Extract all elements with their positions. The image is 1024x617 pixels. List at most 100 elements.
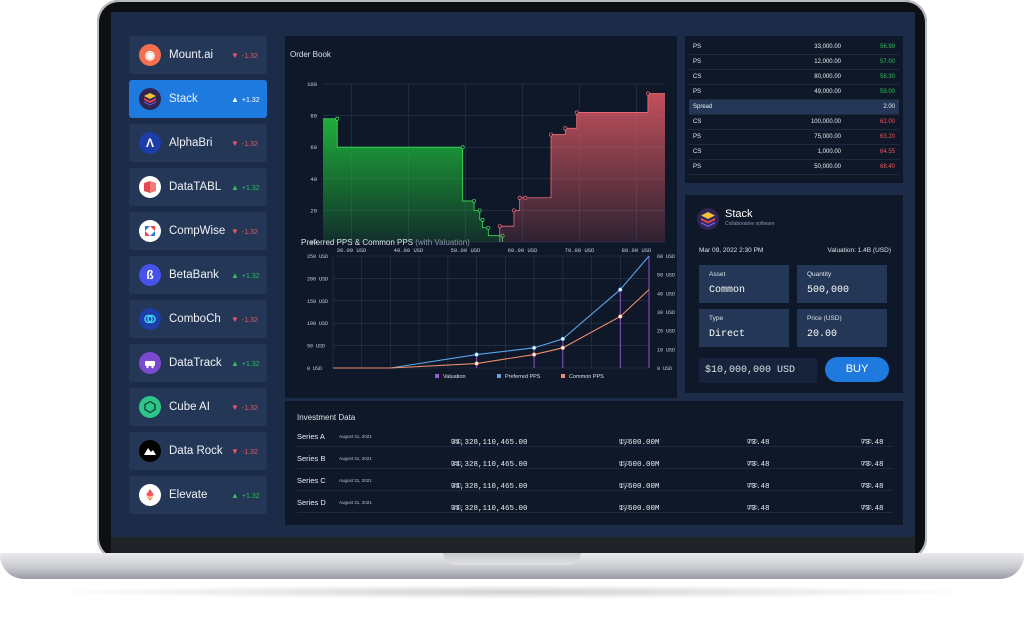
unit-label: USD: [451, 461, 462, 467]
quantity-field[interactable]: Quantity 500,000: [797, 265, 887, 303]
series-date: August 31, 2021: [339, 434, 372, 439]
sidebar-item-datatrack[interactable]: DataTrack ▲ +1.32: [129, 344, 267, 382]
bid-point: [486, 225, 491, 230]
sidebar-item-comboch[interactable]: ComboCh ▼ -1.32: [129, 300, 267, 338]
change-value: +1.32: [241, 492, 260, 500]
pps-value: 73.48: [861, 505, 884, 513]
change-indicator: ▲ +1.32: [231, 95, 260, 104]
order-row[interactable]: CS 100,000.00 62.00: [689, 115, 899, 130]
spread-value: 2.00: [883, 104, 895, 110]
order-row[interactable]: PS 75,000.00 63.20: [689, 130, 899, 145]
alphabri-logo-icon: Λ: [139, 132, 161, 154]
pps-point: [474, 361, 479, 366]
order-amount: 50,000.00: [814, 164, 841, 170]
bid-point: [460, 145, 465, 150]
legend-swatch: [561, 374, 565, 378]
ask-point: [645, 91, 650, 96]
total-value: 31,328,110,465.00: [451, 505, 528, 513]
price-field[interactable]: Price (USD) 20.00: [797, 309, 887, 347]
pps-point: [618, 314, 623, 319]
sidebar-item-betabank[interactable]: ß BetaBank ▲ +1.32: [129, 256, 267, 294]
type-field[interactable]: Type Direct: [699, 309, 789, 347]
field-label: Asset: [709, 271, 726, 278]
elevate-logo-icon: [139, 484, 161, 506]
x-tick-label: 30.00 USD: [337, 247, 367, 252]
unit-label: USD: [747, 439, 758, 445]
order-price: 62.00: [879, 119, 895, 125]
y-left-tick-label: 50 USD: [307, 344, 325, 350]
sidebar-item-label: Mount.ai: [169, 49, 214, 61]
arrow-up-icon: ▲: [231, 358, 239, 368]
order-price: 57.00: [879, 59, 895, 65]
sidebar-item-compwise[interactable]: CompWise ▼ -1.32: [129, 212, 267, 250]
y-left-tick-label: 100 USD: [307, 321, 328, 327]
order-type: PS: [693, 44, 702, 50]
total-amount-field[interactable]: $10,000,000 USD: [699, 358, 817, 383]
bid-point: [335, 116, 340, 121]
order-amount: 33,000.00: [814, 44, 841, 50]
valuation-value: 1,600.00M: [619, 483, 660, 491]
mount-ai-logo-icon: ◉: [139, 44, 161, 66]
field-value: Direct: [709, 329, 746, 340]
sidebar-item-label: Data Rock: [169, 445, 223, 457]
total-value: 31,328,110,465.00: [451, 483, 528, 491]
order-amount: 1,000.00: [817, 149, 841, 155]
order-row[interactable]: PS 50,000.00 68.40: [689, 160, 899, 175]
datatrack-logo-icon: [139, 352, 161, 374]
table-row[interactable]: Series A August 31, 2021 31,328,110,465.…: [297, 425, 893, 447]
change-value: -1.32: [241, 448, 258, 456]
y-right-tick-label: 40 USD: [657, 291, 675, 297]
sidebar-item-elevate[interactable]: Elevate ▲ +1.32: [129, 476, 267, 514]
sidebar-item-datatabl[interactable]: DataTABL ▲ +1.32: [129, 168, 267, 206]
table-row[interactable]: Series C August 31, 2021 31,328,110,465.…: [297, 469, 893, 491]
table-row[interactable]: Series B August 31, 2021 31,328,110,465.…: [297, 447, 893, 469]
order-type: PS: [693, 164, 702, 170]
order-type: PS: [693, 134, 702, 140]
table-row[interactable]: Series D August 31, 2021 31,328,110,465.…: [297, 491, 893, 513]
bid-point: [472, 198, 476, 203]
sidebar-item-alphabri[interactable]: Λ AlphaBri ▼ -1.32: [129, 124, 267, 162]
pps-point: [560, 336, 565, 342]
change-value: -1.32: [241, 52, 258, 60]
series-date: August 31, 2021: [339, 456, 372, 461]
sidebar-item-mount-ai[interactable]: ◉ Mount.ai ▼ -1.32: [129, 36, 267, 74]
order-price: 59.00: [879, 89, 895, 95]
order-price: 56.99: [879, 44, 895, 50]
order-price: 64.55: [879, 149, 895, 155]
ask-point: [549, 132, 553, 137]
x-tick-label: 70.00 USD: [565, 247, 595, 252]
cube-ai-logo-icon: [139, 396, 161, 418]
order-row[interactable]: PS 12,000.00 57.00: [689, 55, 899, 70]
buy-button[interactable]: BUY: [825, 357, 889, 382]
unit-label: USD: [619, 461, 630, 467]
pps-title-text: Preferred PPS & Common PPS: [301, 238, 414, 247]
change-value: -1.32: [241, 140, 258, 148]
laptop-chin: [111, 537, 915, 553]
trade-panel: Stack Collaborative software Mar 09, 202…: [685, 195, 903, 393]
order-type: CS: [693, 74, 702, 80]
asset-field[interactable]: Asset Common: [699, 265, 789, 303]
arrow-down-icon: ▼: [231, 138, 239, 148]
field-value: 500,000: [807, 285, 850, 296]
unit-label: USD: [619, 439, 630, 445]
order-row[interactable]: CS 1,000.00 64.55: [689, 145, 899, 160]
ask-point: [574, 110, 579, 115]
order-row[interactable]: CS 80,000.00 58.30: [689, 70, 899, 85]
laptop-notch: [443, 553, 581, 565]
series-name: Series B: [297, 454, 326, 463]
change-indicator: ▼ -1.32: [231, 403, 258, 412]
sidebar-item-data-rock[interactable]: Data Rock ▼ -1.32: [129, 432, 267, 470]
trade-date: Mar 09, 2022 2:30 PM: [699, 247, 764, 254]
order-row[interactable]: PS 49,000.00 59.00: [689, 85, 899, 100]
change-value: +1.32: [241, 272, 260, 280]
sidebar-item-label: CompWise: [169, 225, 226, 237]
order-type: CS: [693, 149, 702, 155]
order-row[interactable]: PS 33,000.00 56.99: [689, 40, 899, 55]
series-name: Series D: [297, 498, 326, 507]
y-tick-label: 60: [310, 144, 317, 151]
order-amount: 49,000.00: [814, 89, 841, 95]
sidebar-item-stack[interactable]: Stack ▲ +1.32: [129, 80, 267, 118]
preferred-pps-line: [333, 255, 650, 369]
sidebar-item-cube-ai[interactable]: Cube AI ▼ -1.32: [129, 388, 267, 426]
change-indicator: ▼ -1.32: [231, 315, 258, 324]
